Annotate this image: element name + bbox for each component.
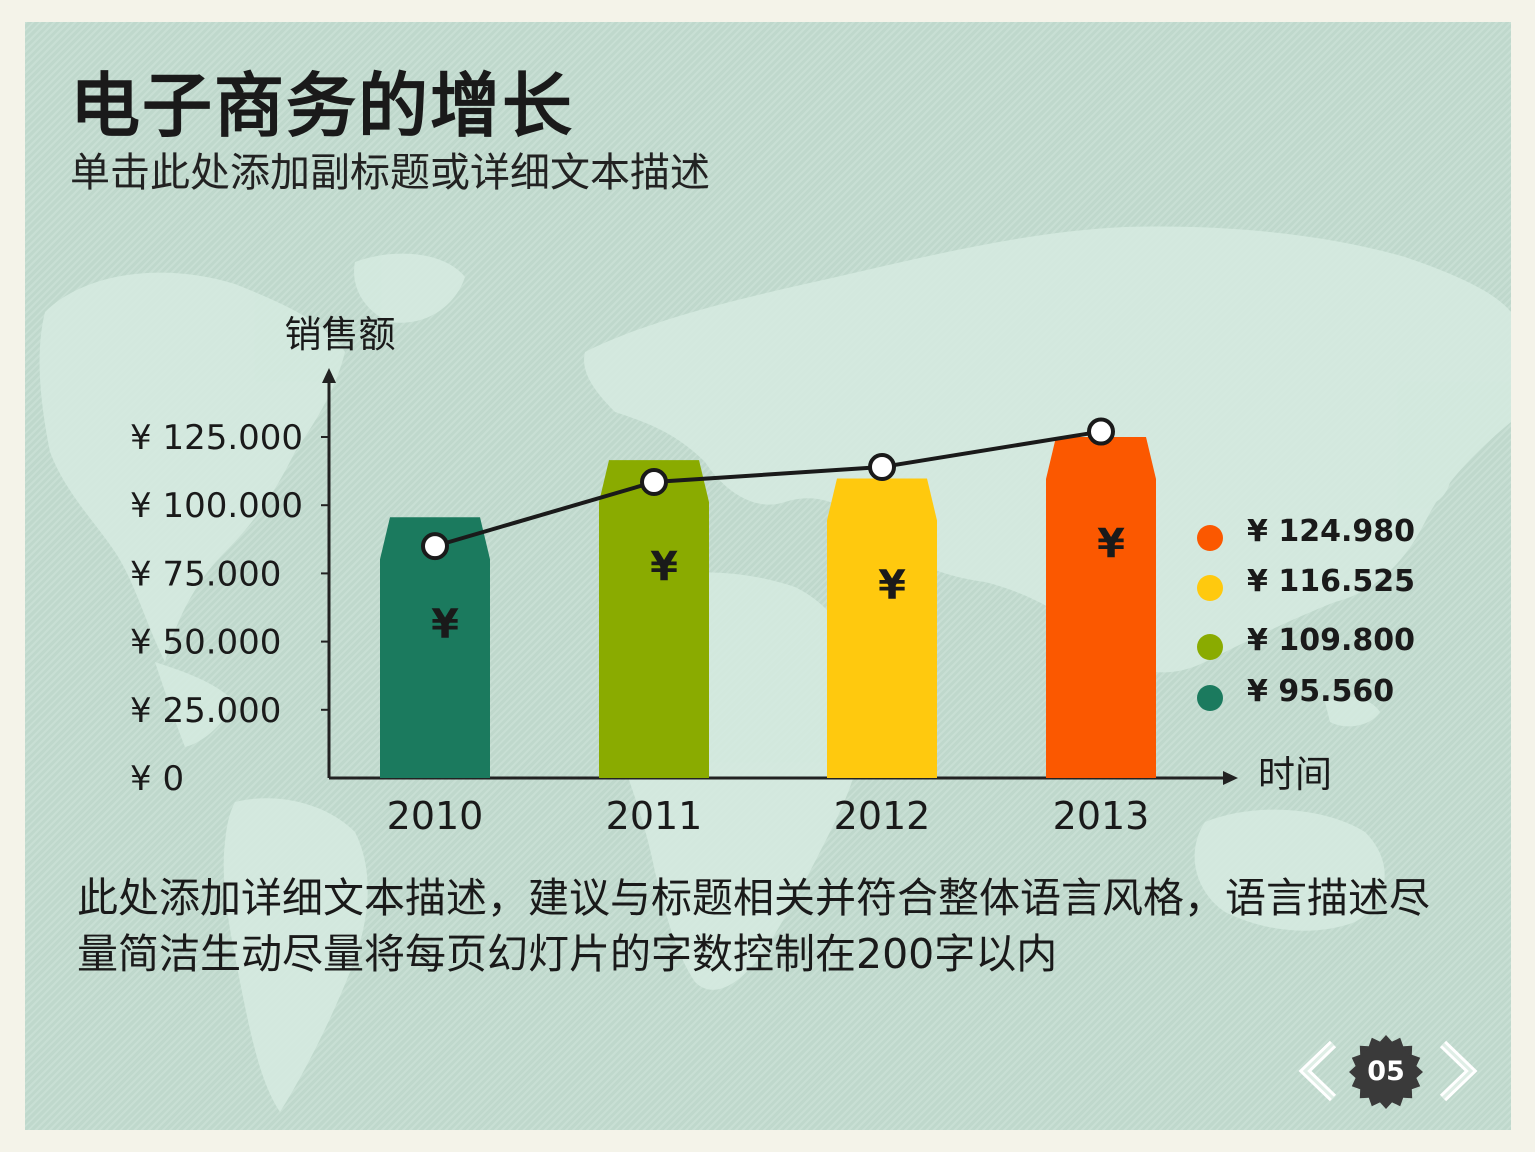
- x-axis-title: 时间: [1258, 753, 1332, 796]
- legend-label: ¥ 109.800: [1247, 623, 1415, 658]
- y-tick-label: ¥ 25.000: [130, 691, 281, 731]
- legend-dot: [1197, 525, 1223, 551]
- currency-symbol-icon: ¥: [650, 544, 678, 590]
- y-axis-title: 销售额: [285, 313, 396, 356]
- x-axis-arrow-icon: [1223, 771, 1238, 785]
- y-tick-label: ¥ 100.000: [130, 486, 303, 526]
- x-tick-label: 2013: [1053, 794, 1150, 838]
- currency-symbol-icon: ¥: [431, 601, 459, 647]
- x-axis-labels: 2010 2011 2012 2013: [387, 794, 1150, 838]
- y-tick-label: ¥ 50.000: [130, 623, 281, 663]
- description-text: 此处添加详细文本描述，建议与标题相关并符合整体语言风格，语言描述尽量简洁生动尽量…: [77, 874, 1430, 978]
- legend-dot: [1197, 634, 1223, 660]
- page-number: 05: [1367, 1056, 1405, 1087]
- legend-label: ¥ 124.980: [1247, 514, 1415, 549]
- y-axis-ticks: ¥ 0 ¥ 25.000 ¥ 50.000 ¥ 75.000 ¥ 100.000 ¥ 12…: [130, 418, 329, 799]
- legend-dot: [1197, 685, 1223, 711]
- slide-title: 电子商务的增长: [70, 65, 574, 147]
- sales-chart: ¥ 0 ¥ 25.000 ¥ 50.000 ¥ 75.000 ¥ 100.000 ¥ 12…: [130, 313, 1415, 838]
- bar: [1046, 437, 1156, 778]
- next-slide-arrow-icon[interactable]: [1435, 1040, 1479, 1102]
- trend-line: [421, 417, 1115, 561]
- bar-series: ¥ ¥ ¥ ¥: [380, 437, 1156, 778]
- y-tick-label: ¥ 0: [130, 759, 184, 799]
- legend-label: ¥ 95.560: [1247, 674, 1394, 709]
- previous-slide-arrow-icon[interactable]: [1297, 1040, 1341, 1102]
- y-axis-arrow-icon: [322, 368, 336, 383]
- legend-label: ¥ 116.525: [1247, 564, 1415, 599]
- gear-badge-icon: [1349, 1035, 1423, 1109]
- bar: [380, 517, 490, 778]
- bar: [599, 460, 709, 778]
- page-number-badge: 05: [1348, 1034, 1424, 1110]
- trend-line-path: [434, 429, 1102, 549]
- slide-subtitle: 单击此处添加副标题或详细文本描述: [70, 150, 710, 196]
- bar: [827, 478, 937, 778]
- legend-dot: [1197, 575, 1223, 601]
- x-tick-label: 2012: [834, 794, 931, 838]
- currency-symbol-icon: ¥: [878, 562, 906, 608]
- trend-point: [421, 532, 449, 561]
- y-tick-label: ¥ 75.000: [130, 554, 281, 594]
- x-tick-label: 2011: [606, 794, 703, 838]
- trend-point: [640, 468, 668, 497]
- x-tick-label: 2010: [387, 794, 484, 838]
- slide: 电子商务的增长 单击此处添加副标题或详细文本描述 ¥ 0 ¥ 25.000 ¥ 50…: [25, 22, 1511, 1130]
- trend-point: [1087, 417, 1115, 446]
- y-tick-label: ¥ 125.000: [130, 418, 303, 458]
- trend-point: [868, 453, 896, 482]
- chart-legend: ¥ 124.980 ¥ 116.525 ¥ 109.800 ¥ 95.560: [1197, 514, 1415, 711]
- currency-symbol-icon: ¥: [1097, 521, 1125, 567]
